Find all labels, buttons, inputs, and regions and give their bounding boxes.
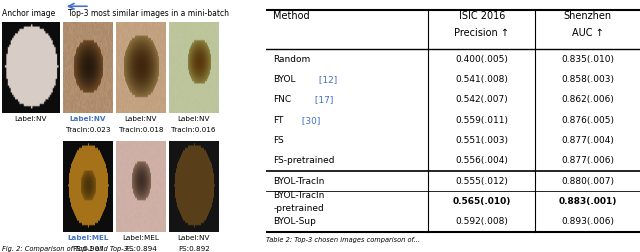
Text: Label:NV: Label:NV bbox=[177, 116, 210, 122]
Text: Shenzhen: Shenzhen bbox=[564, 11, 612, 21]
Text: [17]: [17] bbox=[312, 96, 334, 104]
Text: ISIC 2016: ISIC 2016 bbox=[459, 11, 505, 21]
Text: Label:NV: Label:NV bbox=[125, 116, 157, 122]
Text: 0.400(.005): 0.400(.005) bbox=[456, 55, 508, 64]
Text: 0.565(.010): 0.565(.010) bbox=[452, 197, 511, 206]
Text: FS: FS bbox=[273, 136, 284, 145]
Text: BYOL: BYOL bbox=[273, 75, 296, 84]
Text: -pretrained: -pretrained bbox=[273, 204, 324, 213]
Text: Label:MEL: Label:MEL bbox=[67, 235, 109, 241]
Text: TracIn:0.023: TracIn:0.023 bbox=[66, 127, 110, 133]
Text: FT: FT bbox=[273, 116, 284, 125]
Text: Label:NV: Label:NV bbox=[15, 116, 47, 122]
Text: TracIn:0.018: TracIn:0.018 bbox=[118, 127, 163, 133]
Text: Anchor image: Anchor image bbox=[2, 9, 55, 18]
Text: FS:0.892: FS:0.892 bbox=[178, 246, 210, 252]
Text: 0.556(.004): 0.556(.004) bbox=[456, 156, 508, 165]
Text: Label:NV: Label:NV bbox=[70, 116, 106, 122]
Text: [30]: [30] bbox=[298, 116, 320, 125]
Text: Method: Method bbox=[273, 11, 310, 21]
Text: 0.877(.006): 0.877(.006) bbox=[561, 156, 614, 165]
Text: BYOL-TracIn: BYOL-TracIn bbox=[273, 177, 324, 185]
Text: 0.877(.004): 0.877(.004) bbox=[561, 136, 614, 145]
Text: 0.541(.008): 0.541(.008) bbox=[456, 75, 508, 84]
Text: 0.893(.006): 0.893(.006) bbox=[561, 217, 614, 226]
Text: 0.862(.006): 0.862(.006) bbox=[561, 96, 614, 104]
Text: Top-3 most similar images in a mini-batch: Top-3 most similar images in a mini-batc… bbox=[68, 9, 229, 18]
Text: 0.559(.011): 0.559(.011) bbox=[455, 116, 508, 125]
Text: [12]: [12] bbox=[316, 75, 337, 84]
Text: 0.592(.008): 0.592(.008) bbox=[456, 217, 508, 226]
Text: Fig. 2: Comparison of Top-1 and Top-3...: Fig. 2: Comparison of Top-1 and Top-3... bbox=[2, 246, 134, 252]
Text: Label:NV: Label:NV bbox=[177, 235, 210, 241]
Text: 0.883(.001): 0.883(.001) bbox=[558, 197, 617, 206]
Text: Random: Random bbox=[273, 55, 310, 64]
Text: Precision ↑: Precision ↑ bbox=[454, 28, 509, 38]
Text: 0.551(.003): 0.551(.003) bbox=[455, 136, 508, 145]
Text: 0.876(.005): 0.876(.005) bbox=[561, 116, 614, 125]
Text: BYOL-Sup: BYOL-Sup bbox=[273, 217, 316, 226]
Text: TracIn:0.016: TracIn:0.016 bbox=[172, 127, 216, 133]
Text: BYOL-TracIn: BYOL-TracIn bbox=[273, 191, 324, 200]
Text: AUC ↑: AUC ↑ bbox=[572, 28, 604, 38]
Text: FS:0.894: FS:0.894 bbox=[125, 246, 157, 252]
Text: 0.555(.012): 0.555(.012) bbox=[456, 177, 508, 185]
Text: FS:0.907: FS:0.907 bbox=[72, 246, 104, 252]
Text: 0.880(.007): 0.880(.007) bbox=[561, 177, 614, 185]
Text: 0.858(.003): 0.858(.003) bbox=[561, 75, 614, 84]
Text: FNC: FNC bbox=[273, 96, 291, 104]
Text: Table 2: Top-3 chosen images comparison of...: Table 2: Top-3 chosen images comparison … bbox=[266, 237, 420, 243]
Text: Label:MEL: Label:MEL bbox=[122, 235, 159, 241]
Text: 0.835(.010): 0.835(.010) bbox=[561, 55, 614, 64]
Text: 0.542(.007): 0.542(.007) bbox=[456, 96, 508, 104]
Text: FS-pretrained: FS-pretrained bbox=[273, 156, 335, 165]
